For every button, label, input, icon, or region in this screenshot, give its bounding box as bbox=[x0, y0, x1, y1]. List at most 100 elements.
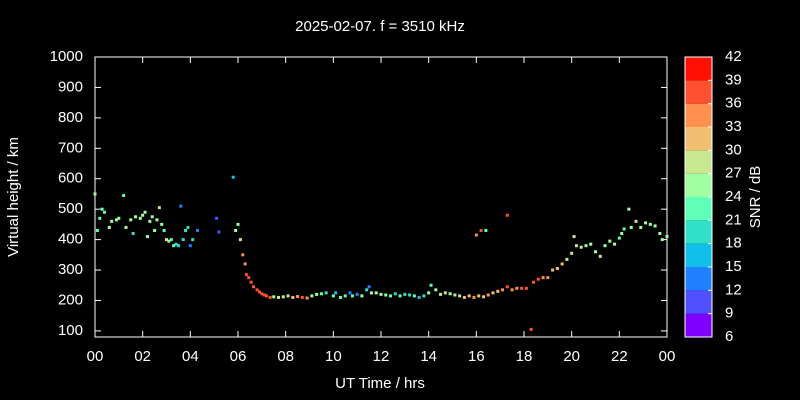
data-point bbox=[231, 175, 235, 179]
data-point bbox=[291, 295, 295, 299]
colorbar-band bbox=[685, 197, 712, 221]
data-point bbox=[579, 245, 583, 249]
y-tick-label: 400 bbox=[58, 231, 83, 248]
data-point bbox=[565, 257, 569, 261]
x-tick-label: 02 bbox=[134, 348, 151, 365]
data-point bbox=[188, 244, 192, 248]
data-point bbox=[319, 292, 323, 296]
data-point bbox=[215, 216, 219, 220]
data-point bbox=[148, 219, 152, 223]
data-point bbox=[367, 285, 371, 289]
x-tick-label: 18 bbox=[516, 348, 533, 365]
data-point bbox=[172, 244, 176, 248]
data-point bbox=[114, 218, 118, 222]
data-point bbox=[260, 292, 264, 296]
data-point bbox=[238, 238, 242, 242]
y-tick-label: 100 bbox=[58, 322, 83, 339]
data-point bbox=[300, 295, 304, 299]
data-point bbox=[234, 228, 238, 232]
data-point bbox=[103, 210, 107, 214]
x-tick-label: 08 bbox=[277, 348, 294, 365]
colorbar-tick-label: 6 bbox=[725, 328, 733, 345]
x-tick-label: 06 bbox=[230, 348, 247, 365]
data-point bbox=[247, 276, 251, 280]
colorbar-band bbox=[685, 220, 712, 244]
x-tick-label: 12 bbox=[373, 348, 390, 365]
data-point bbox=[167, 239, 171, 243]
data-point bbox=[107, 225, 111, 229]
data-point bbox=[434, 288, 438, 292]
data-point bbox=[570, 251, 574, 255]
data-point bbox=[613, 242, 617, 246]
data-point bbox=[141, 213, 145, 217]
data-point bbox=[462, 295, 466, 299]
data-point bbox=[117, 216, 121, 220]
data-point bbox=[331, 294, 335, 298]
data-point bbox=[257, 290, 261, 294]
data-point bbox=[162, 228, 166, 232]
data-point bbox=[243, 262, 247, 266]
data-point bbox=[408, 293, 412, 297]
data-point bbox=[501, 288, 505, 292]
data-point bbox=[536, 277, 540, 281]
data-point bbox=[186, 225, 190, 229]
data-point bbox=[244, 273, 248, 277]
colorbar-tick-label: 18 bbox=[725, 235, 742, 252]
data-point bbox=[532, 280, 536, 284]
colorbar-tick-label: 9 bbox=[725, 305, 733, 322]
data-point bbox=[634, 219, 638, 223]
data-point bbox=[286, 294, 290, 298]
data-point bbox=[315, 292, 319, 296]
x-tick-label: 22 bbox=[611, 348, 628, 365]
data-point bbox=[439, 292, 443, 296]
data-point bbox=[589, 242, 593, 246]
y-tick-label: 300 bbox=[58, 261, 83, 278]
data-point bbox=[374, 291, 378, 295]
colorbar-band bbox=[685, 173, 712, 197]
colorbar-band bbox=[685, 267, 712, 291]
colorbar-tick-label: 42 bbox=[725, 48, 742, 65]
colorbar-band bbox=[685, 150, 712, 174]
data-point bbox=[541, 276, 545, 280]
data-point bbox=[560, 262, 564, 266]
colorbar-tick-label: 12 bbox=[725, 281, 742, 298]
data-point bbox=[429, 283, 433, 287]
data-point bbox=[505, 285, 509, 289]
data-point bbox=[443, 291, 447, 295]
data-point bbox=[427, 291, 431, 295]
data-point bbox=[660, 238, 664, 242]
data-point bbox=[179, 204, 183, 208]
data-point bbox=[620, 232, 624, 236]
data-point bbox=[93, 192, 97, 196]
data-point bbox=[474, 233, 478, 237]
data-point bbox=[403, 292, 407, 296]
data-point bbox=[255, 288, 259, 292]
data-point bbox=[143, 210, 147, 214]
data-point bbox=[520, 286, 524, 290]
data-point bbox=[617, 236, 621, 240]
data-point bbox=[150, 215, 154, 219]
data-point bbox=[110, 219, 114, 223]
y-tick-label: 700 bbox=[58, 139, 83, 156]
data-point bbox=[658, 232, 662, 236]
data-point bbox=[393, 292, 397, 296]
data-point bbox=[251, 285, 255, 289]
data-point bbox=[184, 228, 188, 232]
data-point bbox=[95, 228, 99, 232]
data-point bbox=[491, 291, 495, 295]
data-point bbox=[272, 295, 276, 299]
data-point bbox=[310, 294, 314, 298]
data-point bbox=[453, 293, 457, 297]
data-point bbox=[653, 224, 657, 228]
data-point bbox=[627, 207, 631, 211]
y-tick-label: 800 bbox=[58, 109, 83, 126]
data-point bbox=[360, 294, 364, 298]
data-point bbox=[268, 295, 272, 299]
data-point bbox=[195, 228, 199, 232]
data-point bbox=[546, 276, 550, 280]
colorbar-tick-label: 33 bbox=[725, 118, 742, 135]
data-point bbox=[236, 222, 240, 226]
data-point bbox=[598, 254, 602, 258]
data-point bbox=[324, 291, 328, 295]
colorbar-band bbox=[685, 243, 712, 267]
